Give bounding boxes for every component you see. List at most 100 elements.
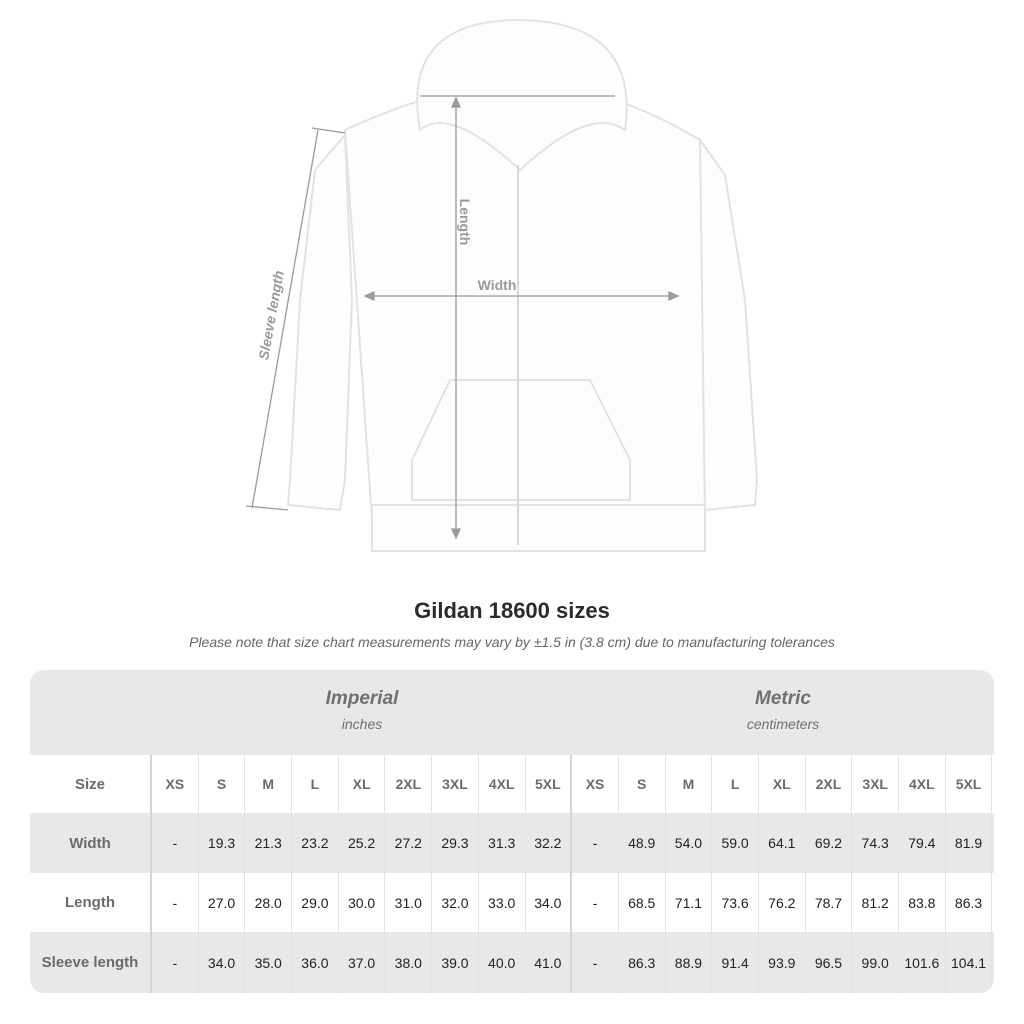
hoodie-pocket	[411, 379, 631, 501]
metric-value: 76.2	[759, 873, 806, 932]
imperial-value: 27.2	[385, 813, 433, 873]
tolerance-note: Please note that size chart measurements…	[189, 634, 835, 650]
imperial-value: 37.0	[339, 932, 386, 993]
sleeve-line	[251, 129, 319, 509]
hoodie-left-sleeve	[286, 132, 354, 512]
metric-value: 79.4	[899, 813, 946, 873]
metric-unit: centimeters	[746, 716, 820, 732]
metric-value: -	[572, 813, 619, 873]
imperial-value: 31.3	[479, 813, 526, 873]
table-header: Imperial inches Metric centimeters	[30, 670, 994, 755]
size-label: Size	[30, 755, 152, 813]
size-metric-l: L	[712, 755, 759, 813]
imperial-value: 41.0	[526, 932, 573, 993]
hoodie-hood	[416, 18, 628, 172]
row-label: Width	[30, 813, 152, 873]
size-metric-2xl: 2XL	[806, 755, 853, 813]
metric-value: 86.3	[946, 873, 993, 932]
imperial-value: 25.2	[339, 813, 386, 873]
imperial-value: 23.2	[292, 813, 339, 873]
imperial-value: 31.0	[385, 873, 433, 932]
metric-value: 81.9	[946, 813, 993, 873]
metric-value: 73.6	[712, 873, 759, 932]
imperial-group: Imperial inches	[152, 688, 572, 732]
imperial-value: 29.0	[292, 873, 339, 932]
imperial-value: 21.3	[245, 813, 293, 873]
imperial-value: -	[152, 873, 199, 932]
size-imperial-m: M	[245, 755, 293, 813]
size-imperial-4xl: 4XL	[479, 755, 526, 813]
metric-value: 83.8	[899, 873, 946, 932]
table-row: Sleeve length -34.0 35.0 36.0 37.0 38.0 39.0 40…	[30, 932, 994, 993]
table-row: Length -27.0 28.0 29.0 30.0 31.0 32.0 33.0 34.0-…	[30, 873, 994, 932]
size-metric-3xl: 3XL	[852, 755, 899, 813]
row-label: Length	[30, 873, 152, 932]
metric-value: 64.1	[759, 813, 806, 873]
imperial-value: 19.3	[199, 813, 246, 873]
imperial-value: 32.2	[526, 813, 573, 873]
size-header-row: Size XS S M L XL 2XL 3XL 4XL 5XL XS S M L XL 2XL 3XL 4XL 5…	[30, 755, 994, 813]
sleeve-length-label: Sleeve length	[255, 269, 286, 361]
table-row: Width -19.3 21.3 23.2 25.2 27.2 29.3 31.3 32.2-4…	[30, 813, 994, 873]
metric-value: 78.7	[806, 873, 853, 932]
metric-value: 71.1	[666, 873, 713, 932]
size-imperial-l: L	[292, 755, 339, 813]
imperial-unit: inches	[341, 716, 383, 732]
imperial-value: 28.0	[245, 873, 293, 932]
size-metric-xl: XL	[759, 755, 806, 813]
metric-value: 101.6	[899, 932, 946, 993]
hoodie-waistband	[371, 504, 706, 552]
imperial-value: 36.0	[292, 932, 339, 993]
imperial-value: 32.0	[432, 873, 479, 932]
metric-value: 93.9	[759, 932, 806, 993]
metric-title: Metric	[755, 688, 811, 709]
imperial-value: 33.0	[479, 873, 526, 932]
size-imperial-5xl: 5XL	[526, 755, 573, 813]
metric-value: -	[572, 932, 619, 993]
size-metric-s: S	[619, 755, 666, 813]
metric-value: 88.9	[666, 932, 713, 993]
size-imperial-xs: XS	[152, 755, 199, 813]
size-imperial-xl: XL	[339, 755, 386, 813]
imperial-value: 34.0	[199, 932, 246, 993]
size-imperial-3xl: 3XL	[432, 755, 479, 813]
imperial-value: -	[152, 932, 199, 993]
imperial-value: 30.0	[339, 873, 386, 932]
metric-value: 81.2	[852, 873, 899, 932]
metric-value: 68.5	[619, 873, 666, 932]
metric-value: 59.0	[712, 813, 759, 873]
size-imperial-2xl: 2XL	[385, 755, 433, 813]
metric-value: 48.9	[619, 813, 666, 873]
metric-value: -	[572, 873, 619, 932]
size-table: Imperial inches Metric centimeters Size X…	[30, 670, 994, 993]
imperial-value: 40.0	[479, 932, 526, 993]
imperial-value: -	[152, 813, 199, 873]
chart-title: Gildan 18600 sizes	[414, 598, 610, 623]
row-label: Sleeve length	[30, 932, 152, 993]
length-label: Length	[457, 199, 473, 246]
imperial-value: 34.0	[526, 873, 573, 932]
metric-value: 54.0	[666, 813, 713, 873]
metric-value: 69.2	[806, 813, 853, 873]
imperial-value: 27.0	[199, 873, 246, 932]
imperial-value: 35.0	[245, 932, 293, 993]
imperial-value: 29.3	[432, 813, 479, 873]
metric-value: 96.5	[806, 932, 853, 993]
metric-value: 86.3	[619, 932, 666, 993]
imperial-value: 39.0	[432, 932, 479, 993]
size-metric-xs: XS	[572, 755, 619, 813]
metric-value: 91.4	[712, 932, 759, 993]
size-metric-4xl: 4XL	[899, 755, 946, 813]
hoodie-illustration: Width Length Sleeve length	[245, 18, 759, 552]
size-metric-5xl: 5XL	[946, 755, 993, 813]
metric-value: 99.0	[852, 932, 899, 993]
width-label: Width	[478, 277, 517, 293]
metric-value: 104.1	[946, 932, 993, 993]
size-imperial-s: S	[199, 755, 246, 813]
metric-value: 74.3	[852, 813, 899, 873]
metric-group: Metric centimeters	[572, 688, 994, 732]
imperial-title: Imperial	[325, 688, 399, 709]
size-metric-m: M	[666, 755, 713, 813]
imperial-value: 38.0	[385, 932, 433, 993]
